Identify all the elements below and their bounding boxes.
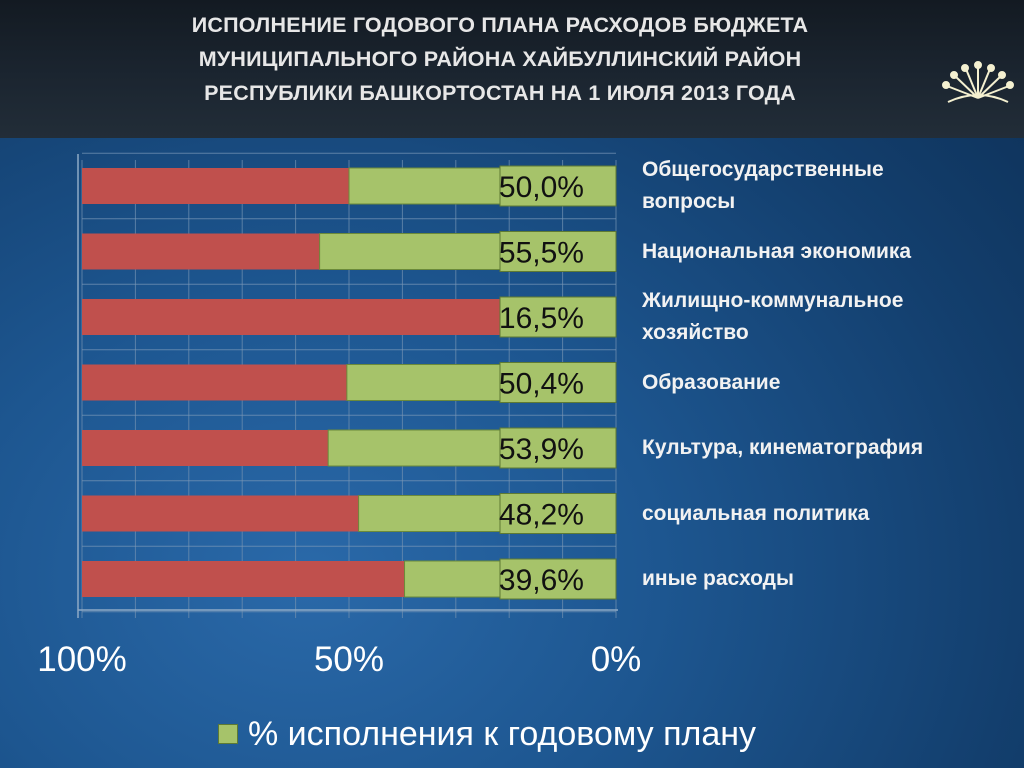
title-line: РЕСПУБЛИКИ БАШКОРТОСТАН НА 1 ИЮЛЯ 2013 Г… (204, 81, 796, 105)
category-label-line: социальная политика (642, 501, 870, 525)
page-title: ИСПОЛНЕНИЕ ГОДОВОГО ПЛАНА РАСХОДОВ БЮДЖЕ… (70, 8, 930, 110)
value-label-box (499, 165, 617, 207)
legend-label: % исполнения к годовому плану (248, 714, 757, 753)
value-label: 16,5% (499, 302, 584, 335)
value-label-box (499, 231, 617, 272)
x-tick-label: 100% (37, 640, 127, 679)
value-label: 39,6% (499, 564, 584, 597)
x-tick-label: 0% (590, 640, 642, 679)
bar-remaining (82, 430, 329, 466)
value-label: 50,4% (499, 368, 584, 401)
category-label-line: Общегосударственные (642, 158, 884, 181)
bar-remaining (82, 495, 359, 532)
category-label-line: хозяйство (642, 321, 749, 344)
value-label-box (499, 493, 617, 534)
bar-remaining (82, 233, 320, 270)
bar-remaining (82, 364, 347, 401)
category-label: Общегосударственные вопросы (642, 154, 884, 218)
bar-remaining (82, 299, 528, 335)
header-banner: ИСПОЛНЕНИЕ ГОДОВОГО ПЛАНА РАСХОДОВ БЮДЖЕ… (0, 0, 1024, 138)
category-label-line: Образование (642, 370, 781, 394)
category-label-line: Жилищно-коммунальное (642, 289, 904, 312)
bashkortostan-kurai-flower-icon (942, 61, 1014, 103)
bar-remaining (82, 561, 405, 597)
value-label-box (499, 362, 617, 403)
x-tick-label: 50% (313, 640, 385, 679)
value-label-box (499, 558, 617, 600)
category-label-line: Национальная экономика (642, 239, 912, 263)
category-label-line: вопросы (642, 190, 736, 213)
value-label: 50,0% (499, 171, 584, 204)
value-label-box (499, 427, 617, 469)
value-label: 53,9% (499, 433, 584, 466)
category-label: Национальная экономика (642, 236, 911, 268)
category-label: социальная политика (642, 498, 869, 530)
category-label-line: Культура, кинематография (642, 436, 924, 459)
legend-swatch (218, 724, 238, 744)
value-label-box (499, 296, 617, 338)
category-label: Жилищно-коммунальное хозяйство (642, 285, 903, 349)
category-label: Культура, кинематография (642, 432, 923, 464)
title-line: ИСПОЛНЕНИЕ ГОДОВОГО ПЛАНА РАСХОДОВ БЮДЖЕ… (191, 13, 809, 37)
category-label: Образование (642, 367, 780, 399)
bar-remaining (82, 168, 349, 204)
value-label: 55,5% (499, 237, 584, 270)
category-label: иные расходы (642, 563, 794, 595)
title-line: МУНИЦИПАЛЬНОГО РАЙОНА ХАЙБУЛЛИНСКИЙ РАЙО… (198, 47, 802, 71)
category-label-line: иные расходы (642, 567, 794, 590)
value-label: 48,2% (499, 499, 584, 532)
legend: % исполнения к годовому плану (218, 712, 756, 756)
